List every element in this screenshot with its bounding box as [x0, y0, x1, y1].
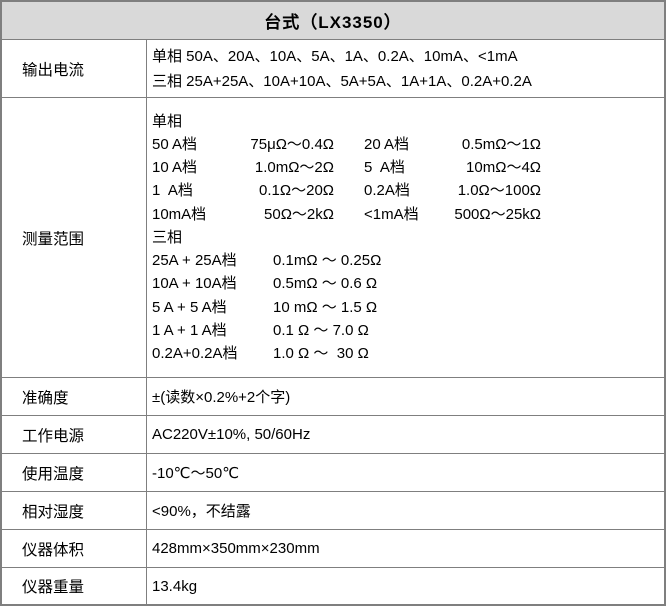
range-line: 1 A + 1 A档 0.1 Ω ～ 7.0 Ω: [152, 319, 658, 342]
row-value: AC220V±10%, 50/60Hz: [152, 426, 311, 443]
range-value: 1.0Ω～100Ω: [457, 182, 541, 200]
row-label: 相对湿度: [2, 492, 147, 529]
range-value: 50Ω～2kΩ: [264, 205, 334, 223]
row-label: 输出电流: [2, 40, 147, 97]
range-label: 1 A档: [152, 182, 193, 200]
range-line: 25A + 25A档 0.1mΩ ～ 0.25Ω: [152, 249, 658, 272]
spec-row-volume: 仪器体积 428mm×350mm×230mm: [2, 529, 664, 567]
row-value: ±(读数×0.2%+2个字): [152, 389, 291, 406]
row-label: 工作电源: [2, 416, 147, 453]
row-label: 仪器重量: [2, 568, 147, 604]
spec-row-accuracy: 准确度 ±(读数×0.2%+2个字): [2, 377, 664, 415]
row-label: 使用温度: [2, 454, 147, 491]
range-line: 10mA档 50Ω～2kΩ <1mA档 500Ω～25kΩ: [152, 203, 658, 226]
output-current-line: 三相 25A+25A、10A+10A、5A+5A、1A+1A、0.2A+0.2A: [152, 72, 532, 90]
spec-row-measure-range: 测量范围 单相 50 A档 75μΩ～0.4Ω 20 A档 0.5mΩ～1Ω 1…: [2, 97, 664, 377]
table-header: 台式（LX3350）: [2, 2, 664, 39]
table-title: 台式（LX3350）: [264, 13, 402, 32]
spec-row-power: 工作电源 AC220V±10%, 50/60Hz: [2, 415, 664, 453]
row-value: 单相 50 A档 75μΩ～0.4Ω 20 A档 0.5mΩ～1Ω 10 A档 …: [147, 98, 664, 377]
row-value: 428mm×350mm×230mm: [152, 540, 320, 557]
range-line: 10A + 10A档 0.5mΩ ～ 0.6 Ω: [152, 272, 658, 295]
row-value: <90%，不结露: [152, 503, 251, 520]
range-value: 0.1Ω～20Ω: [259, 182, 334, 200]
spec-row-temperature: 使用温度 -10℃～50℃: [2, 453, 664, 491]
range-label: 5 A + 5 A档: [152, 298, 227, 316]
range-line: 50 A档 75μΩ～0.4Ω 20 A档 0.5mΩ～1Ω: [152, 133, 658, 156]
range-value: 0.5mΩ ～ 0.6 Ω: [273, 275, 378, 293]
row-label: 测量范围: [2, 98, 147, 377]
phase-heading-single: 单相: [152, 112, 183, 130]
spec-row-weight: 仪器重量 13.4kg: [2, 567, 664, 604]
range-line: 5 A + 5 A档 10 mΩ ～ 1.5 Ω: [152, 296, 658, 319]
range-value: 75μΩ～0.4Ω: [250, 136, 334, 154]
range-line: 0.2A+0.2A档 1.0 Ω ～ 30 Ω: [152, 342, 658, 365]
range-line: 10 A档 1.0mΩ～2Ω 5 A档 10mΩ～4Ω: [152, 156, 658, 179]
row-label: 准确度: [2, 378, 147, 415]
range-value: 0.1mΩ ～ 0.25Ω: [273, 252, 382, 270]
range-label: 0.2A档: [364, 182, 410, 200]
range-value: 0.5mΩ～1Ω: [461, 136, 541, 154]
range-value: 1.0mΩ～2Ω: [254, 159, 334, 177]
range-label: 50 A档: [152, 136, 198, 154]
spec-row-output-current: 输出电流 单相 50A、20A、10A、5A、1A、0.2A、10mA、<1mA…: [2, 39, 664, 97]
range-label: <1mA档: [364, 205, 419, 223]
range-label: 5 A档: [364, 159, 405, 177]
row-label: 仪器体积: [2, 530, 147, 567]
range-label: 20 A档: [364, 136, 410, 154]
range-label: 1 A + 1 A档: [152, 321, 227, 339]
range-label: 25A + 25A档: [152, 252, 237, 270]
range-label: 10A + 10A档: [152, 275, 237, 293]
range-value: 10 mΩ ～ 1.5 Ω: [273, 298, 378, 316]
range-line: 1 A档 0.1Ω～20Ω 0.2A档 1.0Ω～100Ω: [152, 179, 658, 202]
range-value: 0.1 Ω ～ 7.0 Ω: [273, 321, 369, 339]
spec-row-humidity: 相对湿度 <90%，不结露: [2, 491, 664, 529]
row-value: -10℃～50℃: [152, 465, 240, 482]
phase-heading-three: 三相: [152, 228, 183, 246]
range-value: 10mΩ～4Ω: [466, 159, 541, 177]
range-value: 500Ω～25kΩ: [454, 205, 541, 223]
row-value: 13.4kg: [152, 577, 198, 595]
range-label: 10 A档: [152, 159, 198, 177]
output-current-line: 单相 50A、20A、10A、5A、1A、0.2A、10mA、<1mA: [152, 47, 518, 65]
range-label: 10mA档: [152, 205, 207, 223]
row-value: 单相 50A、20A、10A、5A、1A、0.2A、10mA、<1mA 三相 2…: [147, 40, 664, 97]
range-value: 1.0 Ω ～ 30 Ω: [273, 344, 369, 362]
range-label: 0.2A+0.2A档: [152, 344, 238, 362]
